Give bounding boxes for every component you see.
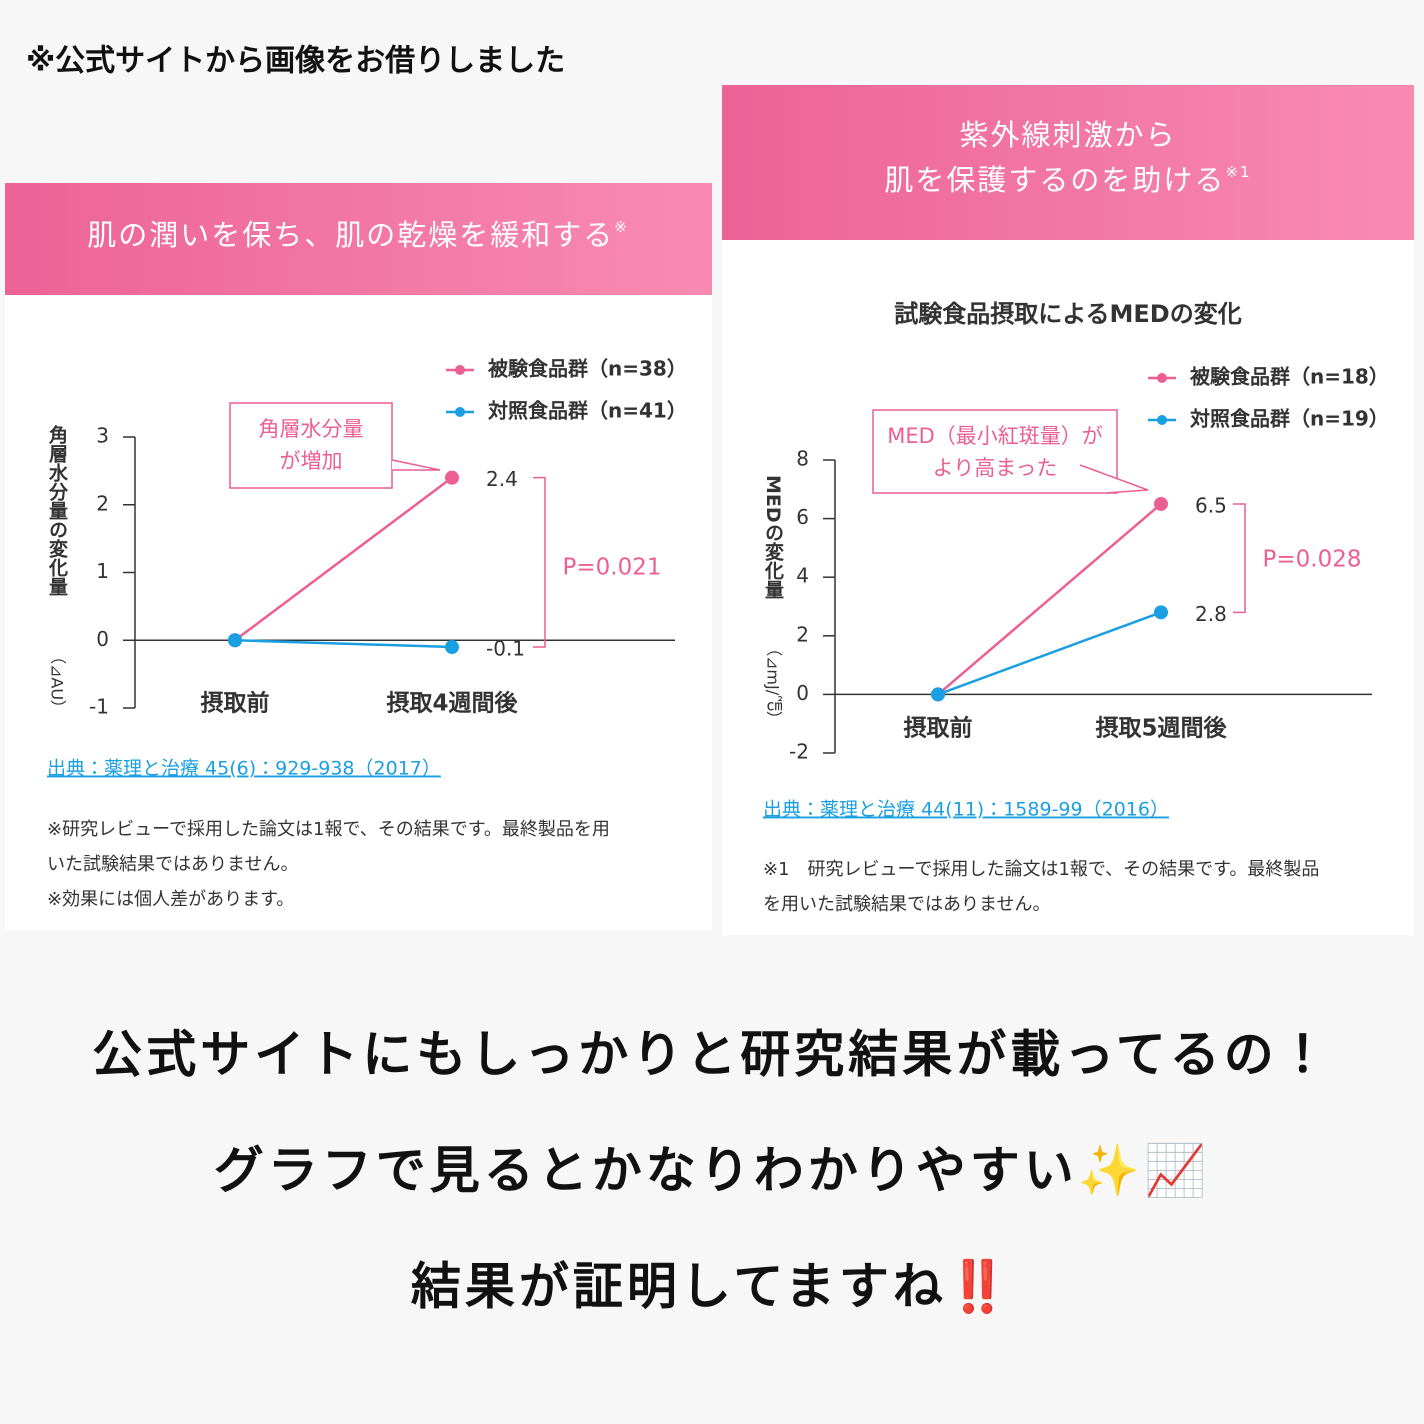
x-tick-label: 摂取前 <box>201 690 270 717</box>
source-link[interactable]: 出典：薬理と治療 44(11)：1589-99（2016） <box>763 799 1169 821</box>
x-tick-label: 摂取前 <box>904 715 973 742</box>
y-tick-label: 2 <box>96 491 109 515</box>
x-tick-label: 摂取5週間後 <box>1095 715 1227 742</box>
callout-pointer <box>391 459 441 471</box>
y-tick-label: 0 <box>96 627 109 651</box>
message: 結果が証明してますね‼️ <box>411 1258 1013 1316</box>
data-point <box>445 640 459 655</box>
y-tick-label: -2 <box>789 740 809 764</box>
footnote: いた試験結果ではありません。 <box>47 854 298 875</box>
footnote: ※効果には個人差があります。 <box>47 889 294 910</box>
data-point <box>1154 496 1168 511</box>
message: 公式サイトにもしっかりと研究結果が載ってるの！ <box>92 1026 1332 1084</box>
series-line <box>234 639 453 649</box>
banner-line: 肌を保護するのを助ける <box>884 163 1225 197</box>
y-axis-label: MEDの変化量 <box>762 475 785 599</box>
banner <box>5 183 712 295</box>
footnote: を用いた試験結果ではありません。 <box>763 894 1050 915</box>
callout-text: が増加 <box>280 449 343 473</box>
p-value: P=0.021 <box>563 555 662 581</box>
legend-label: 対照食品群（n=41） <box>487 399 687 423</box>
banner-text: 肌の潤いを保ち、肌の乾燥を緩和する※ <box>87 218 629 253</box>
banner-mark: ※ <box>614 218 629 236</box>
y-axis-label: 角層水分量の変化量 <box>46 424 69 596</box>
footnote: ※1 研究レビューで採用した論文は1報で、その結果です。最終製品 <box>763 859 1319 880</box>
legend-dot <box>455 407 465 417</box>
data-label: -0.1 <box>486 637 525 661</box>
y-tick-label: 2 <box>796 622 809 646</box>
panel <box>5 183 712 930</box>
y-tick-label: 0 <box>796 681 809 705</box>
callout-pointer <box>1079 464 1149 494</box>
y-tick-label: 3 <box>96 424 109 448</box>
callout-box <box>872 409 1118 494</box>
banner <box>722 85 1414 240</box>
y-tick-label: 8 <box>796 447 809 471</box>
legend-label: 被験食品群（n=38） <box>487 357 687 381</box>
x-tick-label: 摂取4週間後 <box>386 690 518 717</box>
chart-title: 試験食品摂取によるMEDの変化 <box>894 300 1241 328</box>
y-tick-label: -1 <box>89 695 109 719</box>
legend-label: 被験食品群（n=18） <box>1189 365 1389 389</box>
callout-text: MED（最小紅斑量）が <box>887 424 1103 448</box>
y-axis-unit: （⊿mJ/㎠） <box>764 640 783 727</box>
legend-label: 対照食品群（n=19） <box>1189 407 1389 431</box>
data-label: 2.4 <box>486 467 518 491</box>
data-label: 2.8 <box>1195 602 1227 626</box>
p-value: P=0.028 <box>1263 547 1362 573</box>
banner-text: 紫外線刺激から <box>959 118 1176 152</box>
banner-line: 紫外線刺激から <box>959 118 1176 152</box>
data-point <box>1154 605 1168 620</box>
bracket <box>1233 503 1246 614</box>
message: グラフで見るとかなりわかりやすい✨📈 <box>214 1142 1211 1200</box>
legend-dot <box>1157 415 1167 425</box>
source-link[interactable]: 出典：薬理と治療 45(6)：929-938（2017） <box>47 758 441 780</box>
legend-dot <box>1157 373 1167 383</box>
series-line <box>234 476 453 642</box>
banner-text: 肌を保護するのを助ける※1 <box>884 163 1251 198</box>
banner-line: 肌の潤いを保ち、肌の乾燥を緩和する <box>87 218 614 252</box>
bracket <box>533 476 546 648</box>
top-note: ※公式サイトから画像をお借りしました <box>26 44 565 79</box>
y-tick-label: 4 <box>796 564 809 588</box>
y-tick-label: 6 <box>796 505 809 529</box>
banner-mark: ※1 <box>1225 163 1251 181</box>
legend-dot <box>455 365 465 375</box>
data-point <box>931 687 945 702</box>
series-line <box>937 611 1162 696</box>
data-label: 6.5 <box>1195 493 1227 517</box>
callout-text: 角層水分量 <box>259 417 364 441</box>
data-point <box>445 470 459 485</box>
y-axis-unit: （⊿AU） <box>48 648 67 716</box>
callout-box <box>229 402 393 489</box>
footnote: ※研究レビューで採用した論文は1報で、その結果です。最終製品を用 <box>47 819 610 840</box>
series-line <box>937 502 1162 696</box>
callout-text: より高まった <box>933 456 1058 480</box>
y-tick-label: 1 <box>96 559 109 583</box>
data-point <box>228 633 242 648</box>
